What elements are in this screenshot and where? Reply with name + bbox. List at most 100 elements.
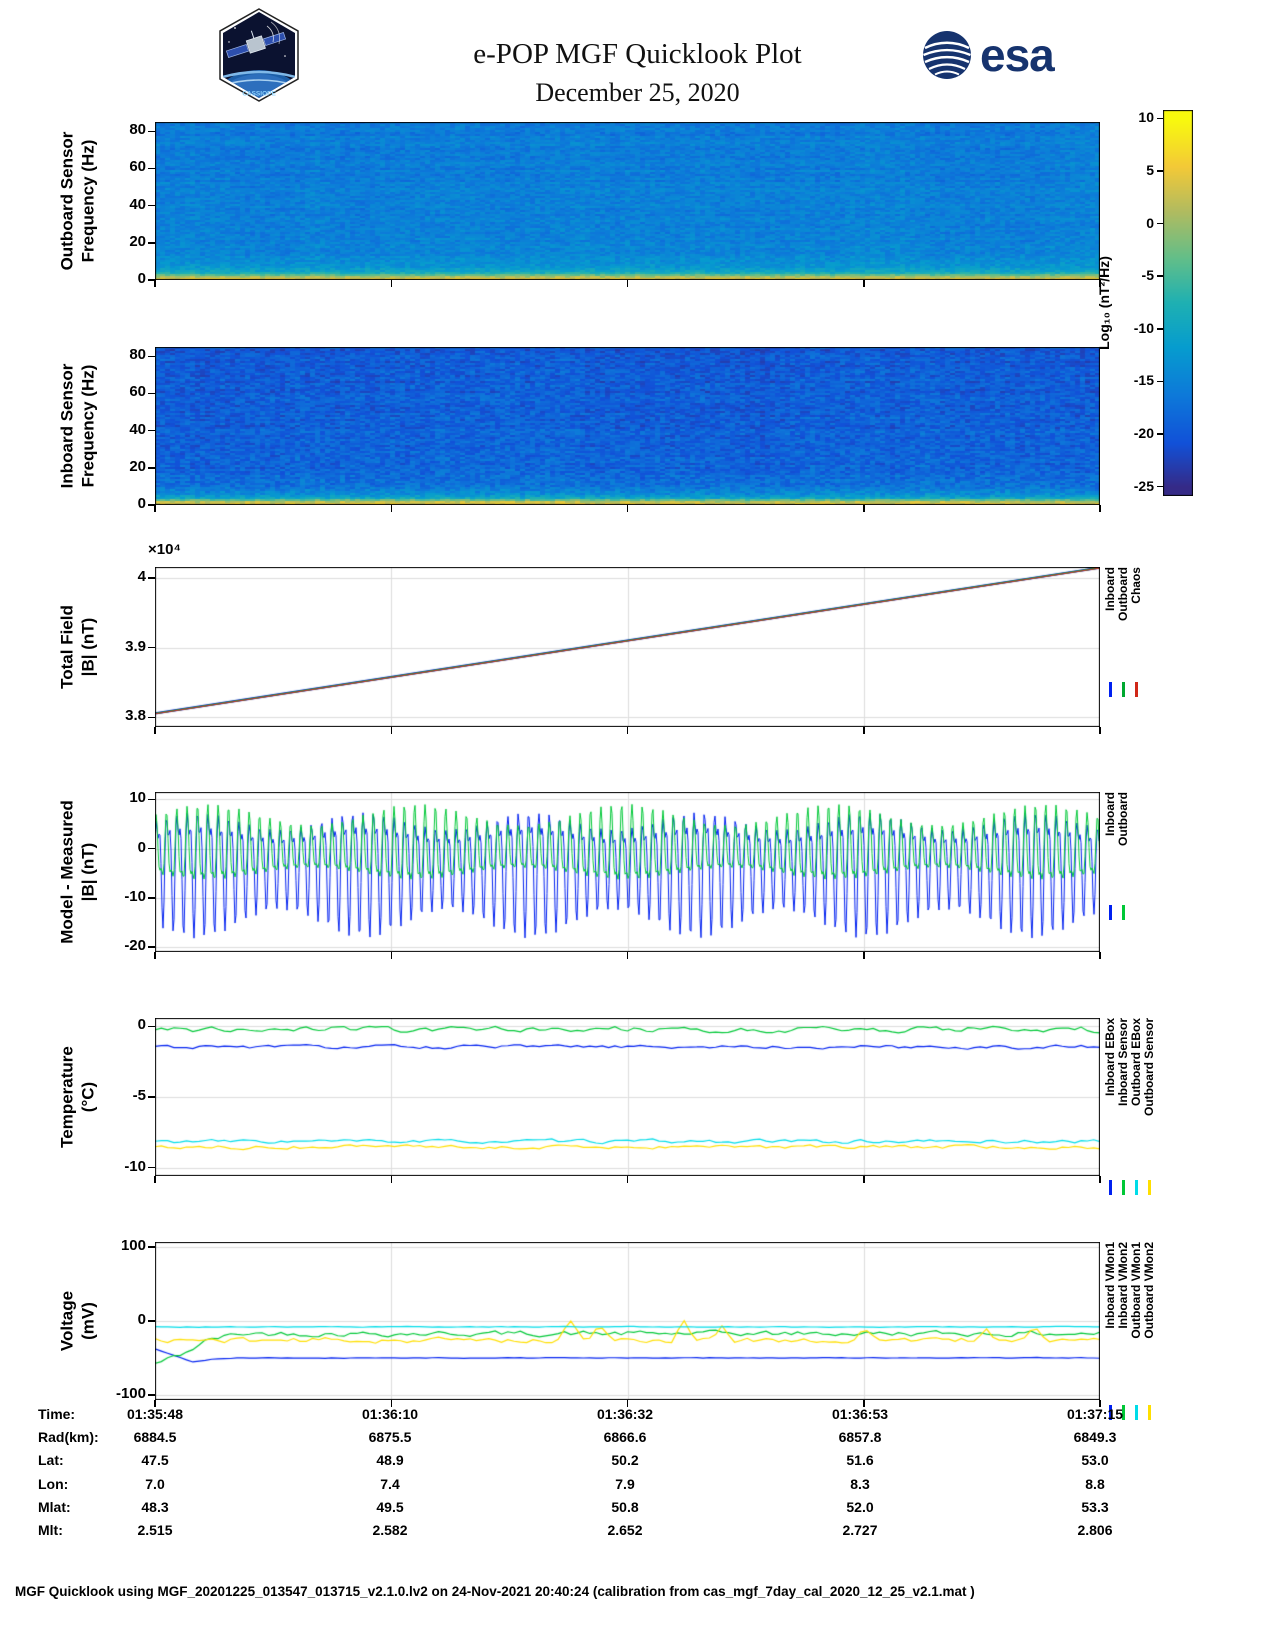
ylabel-line: Frequency (Hz) <box>78 139 97 263</box>
page-title: e-POP MGF Quicklook Plot <box>473 38 802 70</box>
legend-entry-inboard: Inboard <box>1103 792 1117 925</box>
ylabel-line: Outboard Sensor <box>57 131 77 271</box>
y-tick-mark <box>148 392 155 395</box>
ephemeris-value: 7.9 <box>615 1475 635 1492</box>
legend-entry-inboard-vmon2: Inboard VMon2 <box>1116 1242 1130 1425</box>
legend-label: Inboard EBox <box>1103 1018 1117 1097</box>
y-tick-mark <box>148 847 155 850</box>
ephemeris-value: 7.4 <box>380 1475 400 1492</box>
ylabel-model-measured: Model - Measured |B| (nT) <box>52 792 104 952</box>
ephemeris-value: 49.5 <box>376 1498 404 1515</box>
plot-date: December 25, 2020 <box>535 78 740 107</box>
ylabel-line: Total Field <box>57 605 77 689</box>
ylabel-line: |B| (nT) <box>78 842 97 902</box>
y-tick-mark <box>148 946 155 948</box>
x-tick-mark <box>390 727 392 734</box>
colorbar-tick-label: -10 <box>1133 319 1154 336</box>
x-tick-mark <box>154 952 156 959</box>
ephemeris-value: 2.582 <box>372 1522 408 1538</box>
legend-marker <box>1148 1405 1151 1420</box>
esa-logo: esa <box>920 28 1055 82</box>
x-tick-mark <box>390 1176 392 1183</box>
x-tick-mark <box>626 505 629 512</box>
x-tick-mark <box>626 280 629 287</box>
x-tick-mark <box>1099 952 1101 959</box>
ephemeris-value: 53.3 <box>1081 1498 1109 1515</box>
y-tick-mark <box>148 242 155 244</box>
colorbar-tick-label: 10 <box>1138 109 1154 126</box>
y-tick-mark <box>148 646 155 649</box>
x-tick-mark <box>863 280 865 287</box>
y-tick-mark <box>148 167 155 170</box>
legend-marker <box>1109 905 1112 920</box>
ephemeris-value: 6857.8 <box>838 1429 882 1446</box>
total-field-canvas <box>155 567 1100 727</box>
x-tick-mark <box>390 505 392 512</box>
y-tick-mark <box>148 1096 155 1098</box>
legend-marker <box>1109 1180 1112 1195</box>
x-tick-mark <box>863 1176 865 1183</box>
legend-label: Outboard VMon1 <box>1129 1242 1143 1339</box>
x-tick-mark <box>154 280 156 287</box>
legend-label: Outboard <box>1116 567 1130 621</box>
x-tick-mark <box>390 952 392 959</box>
legend-entry-inboard-ebox: Inboard EBox <box>1103 1018 1117 1200</box>
y-tick-mark <box>148 577 155 579</box>
y-tick-mark <box>148 467 155 469</box>
ephemeris-row-label: Lon: <box>38 1475 69 1492</box>
legend-marker <box>1135 682 1138 697</box>
ephemeris-value: 01:35:48 <box>126 1406 184 1422</box>
colorbar-tick-label: 0 <box>1146 214 1154 231</box>
x-tick-mark <box>1099 727 1101 734</box>
x-tick-mark <box>863 1400 865 1407</box>
legend-label: Inboard VMon1 <box>1103 1242 1117 1329</box>
ephemeris-value: 6849.3 <box>1073 1429 1117 1446</box>
x-tick-mark <box>626 952 629 959</box>
x-tick-mark <box>626 1400 629 1407</box>
ephemeris-value: 8.8 <box>1085 1475 1105 1492</box>
ephemeris-value: 6875.5 <box>368 1429 412 1446</box>
x-tick-mark <box>863 952 865 959</box>
ephemeris-value: 6884.5 <box>133 1429 177 1446</box>
legend-label: Outboard Sensor <box>1142 1018 1156 1117</box>
legend-entry-inboard: Inboard <box>1103 567 1117 702</box>
y-axis-exponent-label: ×10⁴ <box>148 541 181 558</box>
ephemeris-value: 01:36:10 <box>361 1406 419 1422</box>
ephemeris-value: 2.515 <box>137 1522 173 1538</box>
ylabel-line: Model - Measured <box>57 800 77 944</box>
ylabel-line: Inboard Sensor <box>57 363 77 489</box>
legend-entry-outboard-vmon1: Outboard VMon1 <box>1129 1242 1143 1425</box>
colorbar-tick-label: -5 <box>1141 267 1154 284</box>
ephemeris-row-label: Time: <box>38 1406 76 1422</box>
legend-entry-outboard-sensor: Outboard Sensor <box>1142 1018 1156 1200</box>
ephemeris-row-label: Mlt: <box>38 1522 63 1538</box>
y-tick-mark <box>148 1166 155 1169</box>
ephemeris-value: 7.0 <box>145 1475 165 1492</box>
temperature-canvas <box>155 1018 1100 1176</box>
x-tick-mark <box>154 505 156 512</box>
y-tick-mark <box>148 504 155 506</box>
legend-label: Chaos <box>1129 567 1143 604</box>
legend-marker <box>1135 1405 1138 1420</box>
x-tick-mark <box>1099 1400 1101 1407</box>
legend-entry-chaos: Chaos <box>1129 567 1143 702</box>
ephemeris-value: 2.727 <box>842 1522 878 1538</box>
ylabel-line: (mV) <box>78 1302 97 1340</box>
model-measured-canvas <box>155 792 1100 952</box>
legend-marker <box>1109 682 1112 697</box>
legend-label: Inboard VMon2 <box>1116 1242 1130 1329</box>
ylabel-line: Voltage <box>57 1290 77 1352</box>
y-tick-mark <box>148 279 155 281</box>
cassiope-logo-text: CASSIOPE <box>242 91 276 98</box>
x-tick-mark <box>863 727 865 734</box>
ephemeris-value: 2.806 <box>1077 1522 1113 1538</box>
colorbar-tick-label: -15 <box>1133 372 1154 389</box>
x-tick-mark <box>863 505 865 512</box>
x-tick-mark <box>626 727 629 734</box>
footer-text: MGF Quicklook using MGF_20201225_013547_… <box>15 1584 975 1599</box>
ephemeris-value: 6866.6 <box>603 1429 647 1446</box>
y-tick-mark <box>148 355 155 358</box>
colorbar <box>1163 110 1193 496</box>
ylabel-temperature: Temperature (°C) <box>52 1018 104 1176</box>
